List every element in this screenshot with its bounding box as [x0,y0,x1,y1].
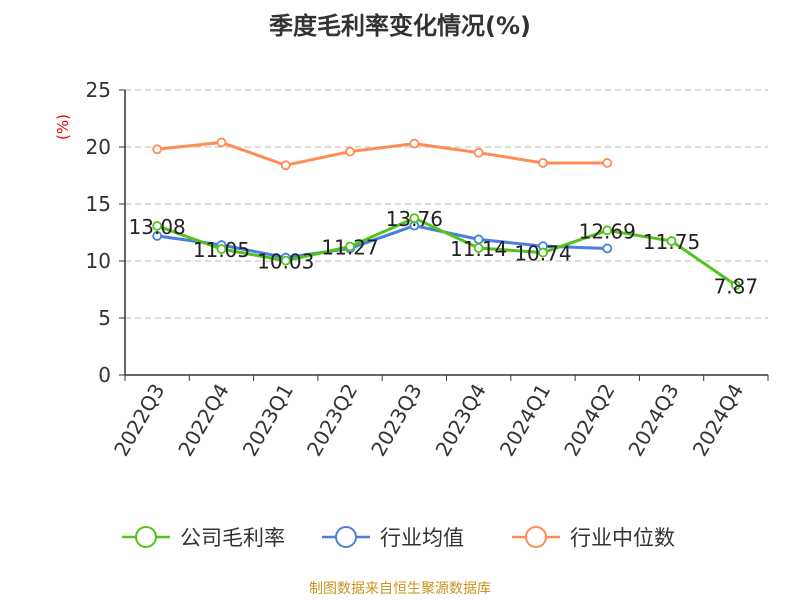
y-tick-label: 0 [98,363,111,387]
chart-title: 季度毛利率变化情况(%) [269,12,531,40]
data-point [216,244,227,254]
data-point [538,247,548,258]
legend-marker [525,526,547,548]
legend-label: 行业均值 [380,526,464,550]
data-point [152,231,163,241]
data-point [602,158,613,168]
x-tick-label: 2023Q2 [302,380,362,461]
data-point [152,220,163,231]
data-point [280,160,291,171]
data-point [345,241,355,252]
x-tick-label: 2023Q4 [431,380,491,461]
y-tick-label: 15 [86,192,111,216]
y-axis-label: (%) [54,114,72,140]
y-tick-label: 5 [98,306,111,330]
series-line [156,224,608,260]
data-point [602,225,613,236]
data-label: 10.03 [257,250,314,274]
data-point [216,137,227,148]
x-tick-label: 2023Q1 [238,380,298,461]
x-tick-label: 2022Q3 [109,380,169,461]
data-point [602,243,613,254]
x-tick-label: 2024Q2 [559,380,619,461]
x-tick-label: 2023Q3 [366,380,426,461]
data-label: 12.69 [579,219,636,243]
data-point [730,280,741,291]
legend-label: 行业中位数 [570,526,675,550]
data-label: 7.87 [714,274,759,298]
x-tick-label: 2024Q3 [623,380,683,461]
data-label: 11.14 [450,237,507,261]
source-note: 制图数据来自恒生聚源数据库 [309,581,491,597]
data-label: 13.76 [386,207,443,231]
data-point [473,147,484,158]
data-label: 11.05 [193,238,250,262]
data-point [152,144,163,155]
x-tick-label: 2022Q4 [173,380,233,461]
x-tick-label: 2024Q1 [495,380,555,461]
series-line [156,216,737,287]
legend-marker [135,526,157,548]
y-tick-label: 20 [86,135,111,159]
data-point [280,255,291,266]
data-label: 11.75 [643,230,700,254]
x-tick-label: 2024Q4 [688,380,748,461]
y-tick-label: 10 [86,249,111,273]
data-label: 13.08 [129,215,186,239]
data-point [345,146,355,157]
legend-marker [335,526,357,548]
data-point [666,236,677,246]
y-tick-label: 25 [86,78,111,102]
data-point [538,158,548,168]
data-point [409,138,420,149]
data-point [409,213,420,224]
data-label: 10.74 [514,242,571,266]
series-line [156,140,608,167]
legend-label: 公司毛利率 [180,526,285,550]
data-point [473,243,484,253]
data-label: 11.27 [321,236,378,260]
